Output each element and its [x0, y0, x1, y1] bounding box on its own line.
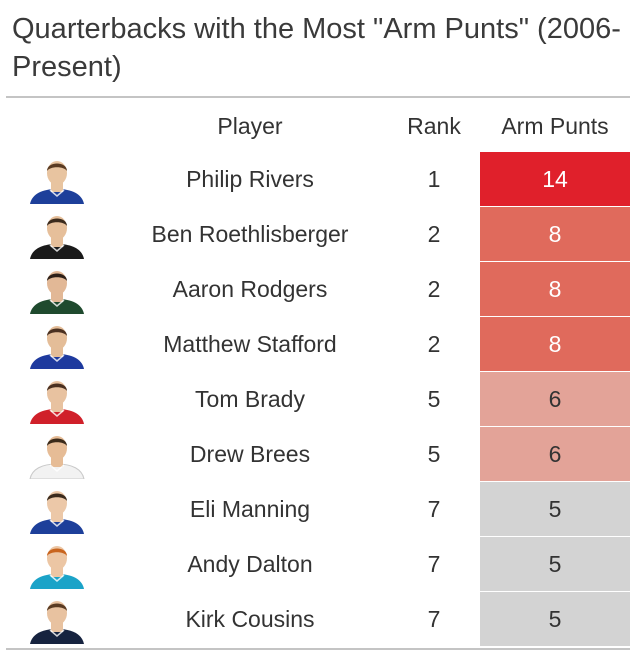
player-name: Andy Dalton — [187, 551, 313, 577]
player-name: Tom Brady — [195, 386, 305, 412]
player-rank: 5 — [427, 441, 441, 467]
player-headshot-icon — [28, 321, 86, 369]
title-divider — [6, 96, 630, 98]
player-rank: 2 — [427, 221, 441, 247]
player-headshot-icon — [28, 266, 86, 314]
table-row: Drew Brees 5 6 — [6, 427, 630, 482]
player-headshot-icon — [28, 156, 86, 204]
player-name: Philip Rivers — [186, 166, 314, 192]
arm-punts-value: 8 — [480, 207, 630, 262]
table-row: Kirk Cousins 7 5 — [6, 592, 630, 647]
chart-title: Quarterbacks with the Most "Arm Punts" (… — [12, 13, 621, 83]
table-row: Andy Dalton 7 5 — [6, 537, 630, 592]
player-name: Aaron Rodgers — [172, 276, 328, 302]
player-rank: 7 — [427, 496, 441, 522]
arm-punts-value: 14 — [480, 152, 630, 207]
table-body: Philip Rivers 1 14 Ben Roethlisberger 2 8 Aaro… — [6, 152, 630, 647]
player-rank: 5 — [427, 386, 441, 412]
player-rank: 2 — [427, 331, 441, 357]
table-row: Eli Manning 7 5 — [6, 482, 630, 537]
arm-punts-value: 5 — [480, 482, 630, 537]
arm-punts-value: 6 — [480, 427, 630, 482]
arm-punts-value: 5 — [480, 537, 630, 592]
player-name: Matthew Stafford — [163, 331, 337, 357]
player-rank: 7 — [427, 551, 441, 577]
table-row: Matthew Stafford 2 8 — [6, 317, 630, 372]
player-rank: 1 — [427, 166, 441, 192]
player-rank: 7 — [427, 606, 441, 632]
player-headshot-icon — [28, 541, 86, 589]
column-header-player[interactable]: Player — [217, 113, 283, 139]
table-row: Aaron Rodgers 2 8 — [6, 262, 630, 317]
bottom-divider — [6, 648, 630, 650]
table-row: Philip Rivers 1 14 — [6, 152, 630, 207]
arm-punts-value: 8 — [480, 317, 630, 372]
column-header-arm-punts[interactable]: Arm Punts — [501, 113, 609, 139]
arm-punts-value: 5 — [480, 592, 630, 647]
player-name: Eli Manning — [189, 496, 311, 522]
player-headshot-icon — [28, 596, 86, 644]
table-row: Ben Roethlisberger 2 8 — [6, 207, 630, 262]
table-row: Tom Brady 5 6 — [6, 372, 630, 427]
player-rank: 2 — [427, 276, 441, 302]
player-name: Ben Roethlisberger — [151, 221, 349, 247]
player-headshot-icon — [28, 486, 86, 534]
player-name: Kirk Cousins — [185, 606, 315, 632]
player-headshot-icon — [28, 431, 86, 479]
column-header-rank[interactable]: Rank — [407, 113, 461, 139]
player-headshot-icon — [28, 211, 86, 259]
player-name: Drew Brees — [189, 441, 311, 467]
arm-punts-value: 8 — [480, 262, 630, 317]
arm-punts-value: 6 — [480, 372, 630, 427]
player-headshot-icon — [28, 376, 86, 424]
